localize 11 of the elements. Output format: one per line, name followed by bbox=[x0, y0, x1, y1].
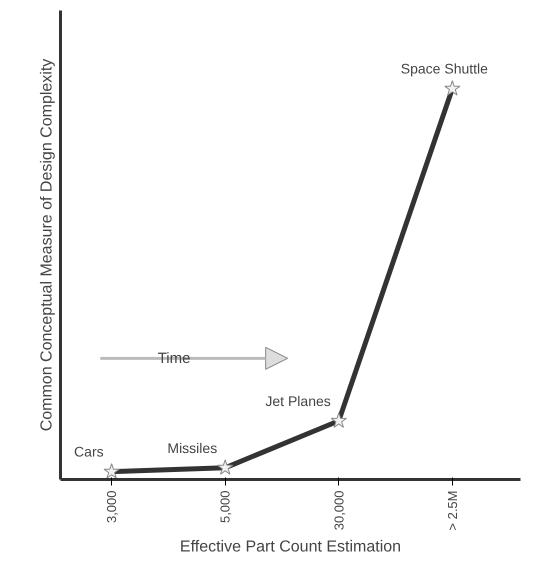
annotation: Time bbox=[158, 350, 190, 367]
annotation: Missiles bbox=[167, 440, 218, 456]
x-tick-label: 30,000 bbox=[331, 490, 346, 530]
x-axis-title: Effective Part Count Estimation bbox=[180, 538, 402, 556]
annotation: Cars bbox=[74, 444, 104, 460]
annotation: Jet Planes bbox=[265, 392, 331, 409]
y-axis-title: Common Conceptual Measure of Design Complexity bbox=[38, 58, 56, 432]
x-tick-label: > 2.5M bbox=[444, 490, 460, 531]
x-tick-label: 3,000 bbox=[104, 490, 120, 524]
x-tick-label: 5,000 bbox=[218, 490, 233, 524]
annotation: Space Shuttle bbox=[400, 60, 488, 77]
